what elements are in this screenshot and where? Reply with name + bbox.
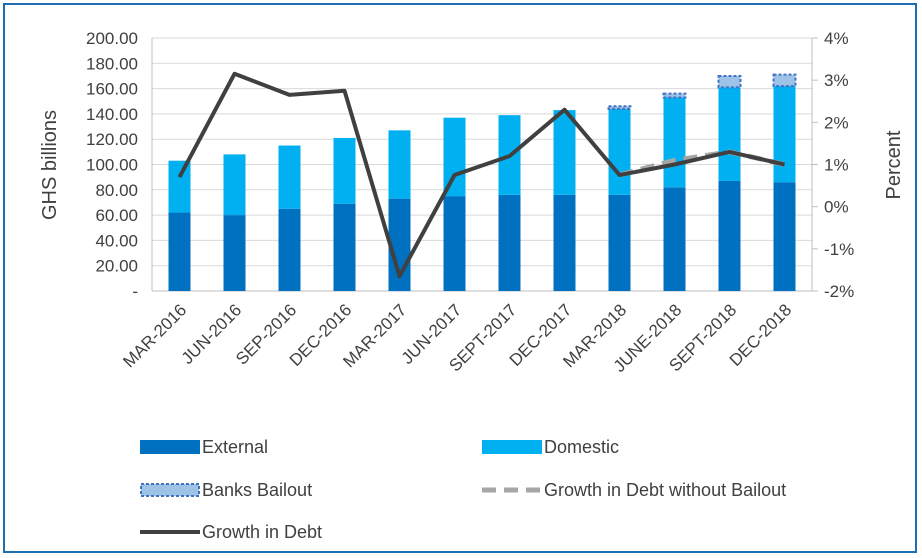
legend-item: Domestic [482,437,619,457]
legend-swatch-external [140,440,200,454]
bar-domestic [168,160,191,213]
right-tick-label: -2% [824,282,854,301]
legend-label: Domestic [544,437,619,457]
x-tick-label: MAR-2016 [119,300,190,371]
bar-external [773,182,796,291]
legend-label: Banks Bailout [202,480,312,500]
bar-external [333,203,356,291]
bar-banks-bailout [772,73,797,88]
bar-banks-bailout [662,92,687,99]
line-growth-in-debt [177,71,785,279]
bar-banks-bailout [607,105,632,110]
bar-external [663,187,686,291]
right-tick-label: -1% [824,240,854,259]
gridlines [151,37,818,292]
x-axis-ticks: MAR-2016JUN-2016SEP-2016DEC-2016MAR-2017… [119,300,795,376]
bar-domestic [443,117,466,197]
left-axis-title: GHS billions [39,110,61,220]
bar-domestic [608,108,631,195]
legend-label: Growth in Debt without Bailout [544,480,786,500]
left-tick-label: - [132,282,138,301]
legend-swatch-domestic [482,440,542,454]
bar-external [718,180,741,291]
right-tick-label: 1% [824,156,849,175]
bar-domestic [278,145,301,209]
left-axis-ticks: - 20.00 40.00 60.00 80.00 100.00 120.00 140.00 1… [86,29,138,301]
bar-external [608,194,631,291]
left-tick-label: 80.00 [95,181,138,200]
bar-domestic [333,137,356,204]
left-tick-label: 160.00 [86,80,138,99]
legend-label: External [202,437,268,457]
left-tick-label: 200.00 [86,29,138,48]
left-tick-label: 120.00 [86,130,138,149]
legend: External Domestic Banks Bailout Growth in D… [140,437,786,542]
right-tick-label: 2% [824,113,849,132]
right-axis-title: Percent [883,130,905,199]
legend-item: Growth in Debt [140,522,322,542]
bars [168,73,797,291]
legend-item: External [140,437,268,457]
legend-item: Banks Bailout [140,480,312,500]
right-tick-label: 0% [824,198,849,217]
bar-external [278,208,301,291]
bar-external [168,212,191,291]
left-tick-label: 140.00 [86,105,138,124]
bar-domestic [663,97,686,188]
legend-item: Growth in Debt without Bailout [482,480,786,500]
bar-external [223,215,246,291]
bar-banks-bailout [717,74,742,89]
legend-label: Growth in Debt [202,522,322,542]
bar-external [553,194,576,291]
bar-external [498,194,521,291]
right-tick-label: 3% [824,71,849,90]
bar-domestic [388,130,411,199]
left-tick-label: 60.00 [95,206,138,225]
right-tick-label: 4% [824,29,849,48]
left-tick-label: 180.00 [86,54,138,73]
right-axis-ticks: -2% -1% 0% 1% 2% 3% 4% [824,29,854,301]
left-tick-label: 20.00 [95,257,138,276]
legend-swatch-bailout [140,483,200,497]
bar-domestic [223,154,246,216]
left-tick-label: 40.00 [95,231,138,250]
bar-domestic [718,87,741,181]
bar-domestic [773,86,796,183]
lines [177,71,786,279]
bar-external [443,196,466,291]
left-tick-label: 100.00 [86,156,138,175]
bar-domestic [553,110,576,195]
